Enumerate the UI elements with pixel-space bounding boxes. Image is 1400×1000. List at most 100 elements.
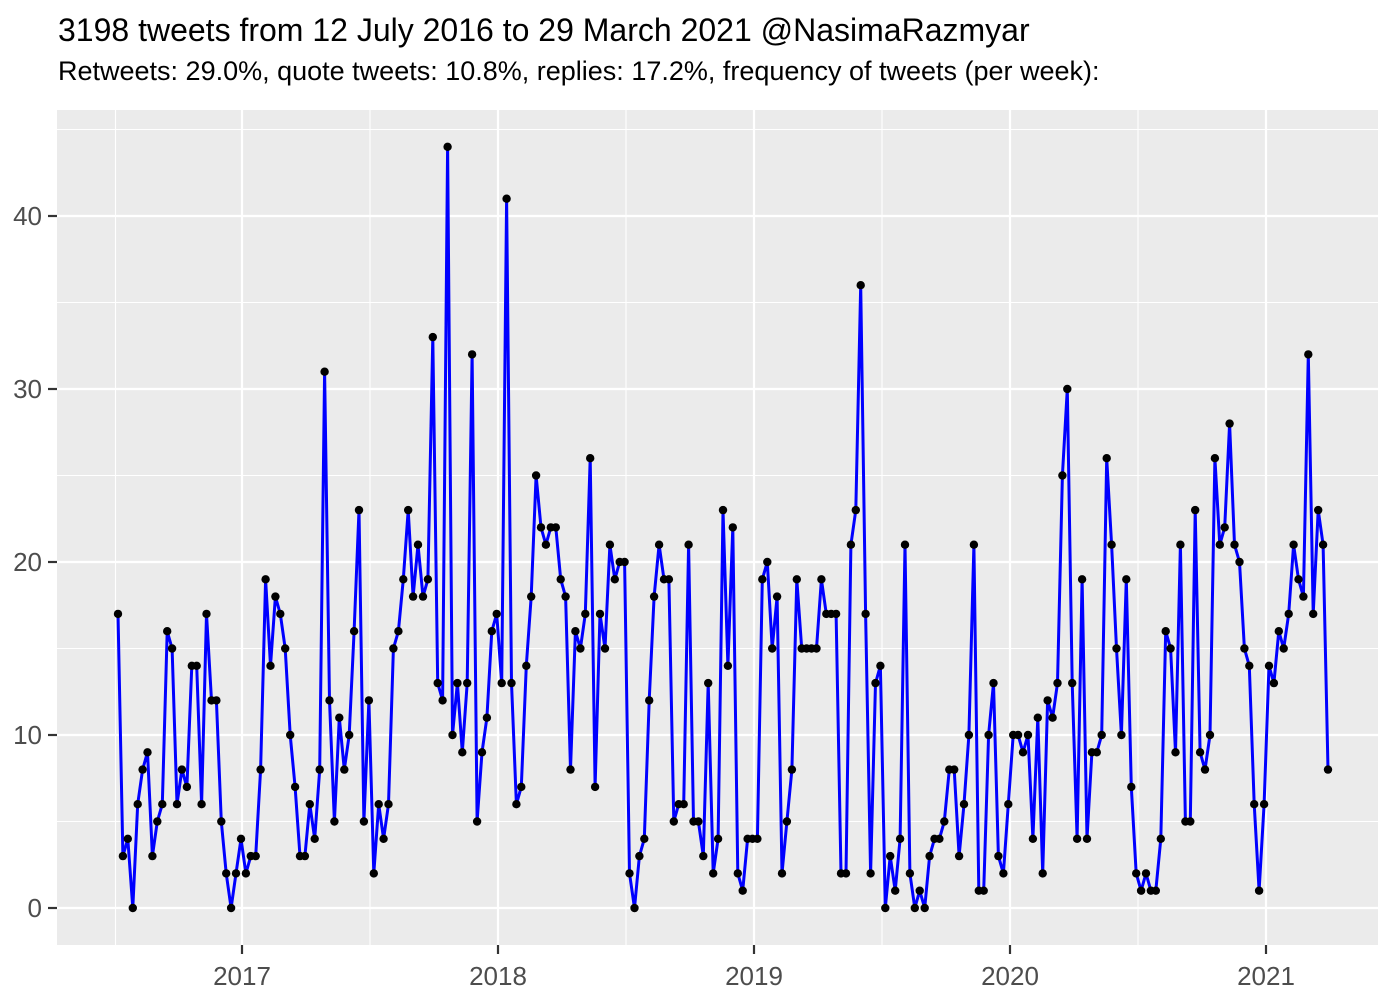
data-point	[418, 592, 428, 601]
data-point	[413, 540, 423, 549]
data-point	[792, 575, 801, 584]
data-point	[679, 800, 688, 809]
data-point	[1161, 627, 1170, 636]
data-point	[954, 851, 964, 861]
data-point	[895, 834, 905, 843]
data-point	[517, 782, 526, 792]
data-point	[605, 540, 615, 549]
data-point	[1033, 713, 1043, 722]
data-point	[777, 869, 787, 878]
data-point	[1230, 540, 1239, 549]
data-point	[177, 765, 187, 774]
data-point	[389, 644, 398, 653]
data-point	[964, 730, 974, 740]
data-point	[1068, 678, 1077, 688]
data-point	[758, 575, 767, 584]
data-point	[226, 903, 236, 913]
y-tick-label: 0	[28, 893, 42, 923]
data-point	[458, 748, 467, 757]
data-point	[669, 817, 678, 826]
data-point	[472, 817, 482, 826]
data-point	[512, 800, 521, 809]
data-point	[620, 557, 629, 567]
data-point	[271, 592, 280, 601]
data-point	[300, 851, 310, 861]
data-point	[1151, 886, 1161, 895]
data-point	[305, 800, 314, 809]
data-point	[684, 540, 693, 549]
data-point	[1053, 678, 1062, 688]
data-point	[276, 609, 285, 619]
data-point	[369, 869, 378, 878]
data-point	[817, 575, 826, 584]
data-point	[1112, 644, 1121, 653]
data-point	[1097, 730, 1106, 740]
data-point	[507, 678, 516, 688]
data-point	[586, 454, 595, 463]
data-point	[1038, 869, 1047, 878]
data-point	[600, 644, 610, 653]
y-axis-labels: 0 10 20 30 40	[13, 201, 42, 923]
data-point	[851, 505, 860, 515]
data-point	[1210, 454, 1220, 463]
data-point	[541, 540, 551, 549]
data-point	[1200, 765, 1210, 774]
data-point	[1274, 627, 1284, 636]
data-point	[787, 765, 797, 774]
data-point	[625, 869, 634, 878]
data-point	[1156, 834, 1166, 843]
data-point	[566, 765, 575, 774]
data-point	[876, 661, 885, 670]
data-point	[202, 609, 211, 619]
data-point	[467, 350, 477, 359]
x-tick-label: 2020	[981, 961, 1039, 991]
data-point	[645, 696, 654, 705]
data-point	[492, 609, 501, 619]
data-point	[630, 903, 639, 913]
data-point	[1018, 748, 1028, 757]
data-point	[763, 557, 772, 567]
data-point	[1254, 886, 1264, 895]
data-point	[900, 540, 910, 549]
y-tick-label: 20	[13, 547, 42, 577]
data-point	[950, 765, 959, 774]
data-point	[1215, 540, 1225, 549]
data-point	[1235, 557, 1244, 567]
data-point	[782, 817, 792, 826]
data-point	[812, 644, 821, 653]
data-point	[1205, 730, 1215, 740]
data-point	[349, 627, 359, 636]
data-point	[1136, 886, 1146, 895]
data-point	[408, 592, 418, 601]
data-point	[290, 782, 300, 792]
data-point	[846, 540, 856, 549]
data-point	[443, 142, 452, 151]
data-point	[959, 800, 969, 809]
data-point	[428, 332, 437, 342]
data-point	[556, 575, 565, 584]
axis-tick-marks	[48, 214, 1268, 954]
data-point	[212, 696, 221, 705]
data-point	[118, 851, 128, 861]
data-point	[935, 834, 944, 843]
data-point	[163, 627, 172, 636]
data-point	[1195, 748, 1205, 757]
data-point	[881, 903, 890, 913]
data-point	[753, 834, 762, 843]
data-point	[1117, 730, 1126, 740]
y-tick-label: 10	[13, 720, 42, 750]
data-point	[153, 817, 162, 826]
data-point	[1245, 661, 1254, 670]
data-point	[640, 834, 649, 843]
data-point	[910, 903, 919, 913]
data-point	[182, 782, 192, 792]
data-point	[713, 834, 723, 843]
data-point	[1082, 834, 1092, 843]
data-point	[1314, 505, 1323, 515]
data-point	[1107, 540, 1116, 549]
data-point	[984, 730, 993, 740]
data-point	[940, 817, 949, 826]
data-point	[590, 782, 600, 792]
data-point	[866, 869, 875, 878]
